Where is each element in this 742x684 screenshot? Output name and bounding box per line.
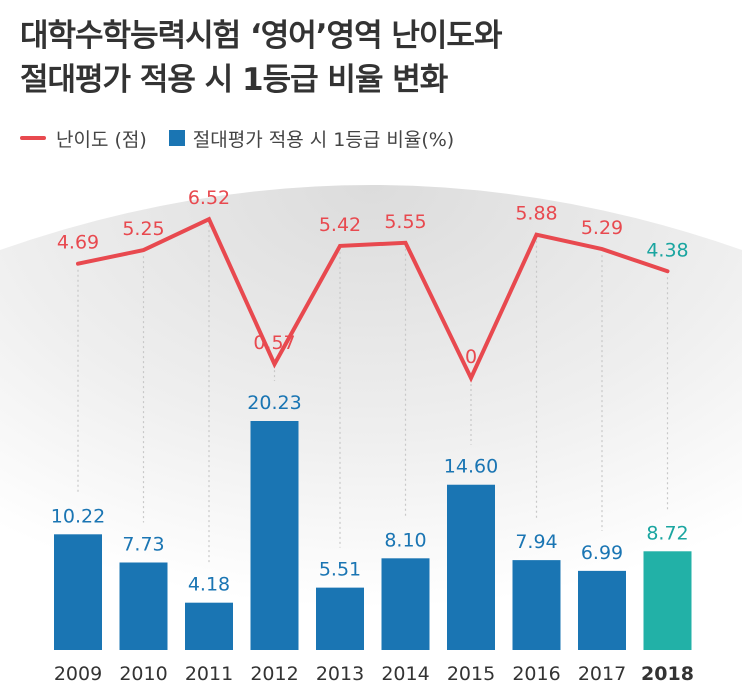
legend-label-grade1-ratio: 절대평가 적용 시 1등급 비율(%): [192, 128, 455, 151]
line-label-2016: 5.88: [515, 203, 557, 225]
line-label-2013: 5.42: [319, 214, 361, 236]
bar-2014: [381, 558, 430, 650]
x-tick-label-2011: 2011: [185, 663, 233, 684]
line-label-2012: 0.57: [253, 332, 295, 354]
legend-bar-swatch: [168, 130, 185, 146]
x-tick-label-2014: 2014: [381, 663, 429, 684]
bar-label-2010: 7.73: [122, 533, 164, 555]
line-label-2011: 6.52: [188, 187, 230, 209]
legend-item-difficulty: 난이도 (점): [20, 125, 147, 152]
x-tick-label-2017: 2017: [578, 663, 626, 684]
bar-label-2011: 4.18: [188, 574, 230, 596]
chart-background: [0, 185, 742, 684]
legend: 난이도 (점) 절대평가 적용 시 1등급 비율(%): [20, 124, 476, 152]
bar-label-2012: 20.23: [247, 392, 301, 414]
line-label-2009: 4.69: [57, 232, 99, 254]
difficulty-line: [76, 216, 670, 383]
bar-label-2014: 8.10: [384, 529, 426, 551]
bar-2009: [54, 534, 102, 650]
bar-2016: [512, 560, 561, 650]
title-line-1-part-c: 영역 난이도와: [326, 18, 503, 54]
bar-2015: [447, 484, 495, 650]
line-label-2015: 0: [465, 346, 477, 368]
title-line-1-part-a: 대학수학능력시험: [20, 18, 250, 54]
line-label-2018: 4.38: [646, 239, 688, 261]
bar-2012: [250, 421, 299, 650]
bar-label-2018: 8.72: [646, 522, 688, 544]
bar-2017: [578, 570, 626, 650]
x-tick-label-2010: 2010: [119, 663, 167, 684]
bar-2013: [316, 587, 364, 650]
bar-2018: [643, 551, 692, 650]
x-tick-label-2009: 2009: [54, 663, 102, 684]
x-tick-label-2012: 2012: [250, 663, 298, 684]
legend-item-grade1-ratio: 절대평가 적용 시 1등급 비율(%): [168, 125, 455, 152]
x-tick-label-2016: 2016: [512, 663, 560, 684]
line-label-2010: 5.25: [122, 218, 164, 240]
bar-label-2016: 7.94: [515, 531, 557, 553]
legend-label-difficulty: 난이도 (점): [56, 128, 147, 151]
x-tick-label-2018: 2018: [641, 663, 694, 684]
title-line-1-part-b: ‘영어’: [249, 18, 328, 54]
title-line-1: 대학수학능력시험 ‘영어’영역 난이도와: [20, 14, 503, 58]
chart-title: 대학수학능력시험 ‘영어’영역 난이도와 절대평가 적용 시 1등급 비율 변화: [20, 14, 503, 102]
line-label-2014: 5.55: [384, 211, 426, 233]
bar-2010: [119, 562, 168, 650]
legend-line-swatch: [20, 136, 46, 140]
x-tick-label-2013: 2013: [316, 663, 364, 684]
bar-label-2015: 14.60: [444, 456, 498, 478]
line-label-2017: 5.29: [581, 217, 623, 239]
bar-label-2009: 10.22: [51, 505, 105, 527]
x-tick-label-2015: 2015: [447, 663, 495, 684]
title-line-2: 절대평가 적용 시 1등급 비율 변화: [20, 62, 448, 98]
bar-label-2013: 5.51: [319, 559, 361, 581]
bar-label-2017: 6.99: [581, 542, 623, 564]
bar-2011: [185, 602, 233, 650]
